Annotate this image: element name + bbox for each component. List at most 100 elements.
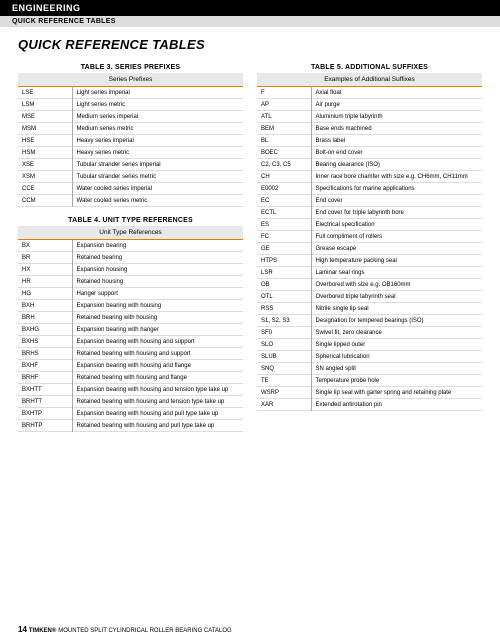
desc-cell: Air purge	[311, 99, 482, 111]
subsection-header: QUICK REFERENCE TABLES	[0, 16, 500, 27]
table-row: HRRetained housing	[18, 276, 243, 288]
footer-text: MOUNTED SPLIT CYLINDRICAL ROLLER BEARING…	[58, 628, 231, 634]
table-row: BLBrass label	[257, 135, 482, 147]
desc-cell: Single lipped outer	[311, 339, 482, 351]
table-row: LSRLaminar seal rings	[257, 267, 482, 279]
desc-cell: Tubular strander series imperial	[72, 159, 243, 171]
code-cell: XAR	[257, 399, 311, 411]
table3-title: TABLE 3. SERIES PREFIXES	[18, 64, 243, 71]
desc-cell: Axial float	[311, 87, 482, 99]
code-cell: RSS	[257, 303, 311, 315]
table-row: MSEMedium series imperial	[18, 111, 243, 123]
code-cell: HX	[18, 264, 72, 276]
code-cell: BXHTT	[18, 384, 72, 396]
code-cell: BXHG	[18, 324, 72, 336]
desc-cell: Retained bearing with housing and tensio…	[72, 396, 243, 408]
code-cell: BXHTP	[18, 408, 72, 420]
code-cell: E0002	[257, 183, 311, 195]
table-row: APAir purge	[257, 99, 482, 111]
table-row: MSMMedium series metric	[18, 123, 243, 135]
code-cell: BR	[18, 252, 72, 264]
code-cell: MSE	[18, 111, 72, 123]
code-cell: CCM	[18, 195, 72, 207]
code-cell: OB	[257, 279, 311, 291]
code-cell: ATL	[257, 111, 311, 123]
desc-cell: Retained bearing with housing	[72, 312, 243, 324]
code-cell: BOEC	[257, 147, 311, 159]
desc-cell: Retained bearing	[72, 252, 243, 264]
code-cell: LSE	[18, 87, 72, 99]
table-row: TETemperature probe hole	[257, 375, 482, 387]
table4-header: Unit Type References	[18, 226, 243, 240]
two-column-layout: TABLE 3. SERIES PREFIXES Series Prefixes…	[18, 60, 482, 432]
desc-cell: Water cooled series imperial	[72, 183, 243, 195]
left-column: TABLE 3. SERIES PREFIXES Series Prefixes…	[18, 60, 243, 432]
code-cell: SF0	[257, 327, 311, 339]
desc-cell: Expansion bearing with housing and flang…	[72, 360, 243, 372]
desc-cell: High temperature packing seal	[311, 255, 482, 267]
table-row: LSMLight series metric	[18, 99, 243, 111]
code-cell: LSM	[18, 99, 72, 111]
page-footer: 14 TIMKEN® MOUNTED SPLIT CYLINDRICAL ROL…	[18, 625, 232, 634]
right-column: TABLE 5. ADDITIONAL SUFFIXES Examples of…	[257, 60, 482, 432]
code-cell: BRH	[18, 312, 72, 324]
code-cell: BXHS	[18, 336, 72, 348]
table-row: C2, C3, C5Bearing clearance (ISO)	[257, 159, 482, 171]
code-cell: ES	[257, 219, 311, 231]
table-row: CCMWater cooled series metric	[18, 195, 243, 207]
content-area: QUICK REFERENCE TABLES TABLE 3. SERIES P…	[0, 27, 500, 432]
table-row: SNQSN angled split	[257, 363, 482, 375]
code-cell: GE	[257, 243, 311, 255]
code-cell: HSM	[18, 147, 72, 159]
code-cell: BXH	[18, 300, 72, 312]
table-row: BEMBase ends machined	[257, 123, 482, 135]
table5-title: TABLE 5. ADDITIONAL SUFFIXES	[257, 64, 482, 71]
code-cell: MSM	[18, 123, 72, 135]
code-cell: BEM	[257, 123, 311, 135]
table-row: CHInner race bore chamfer with size e.g.…	[257, 171, 482, 183]
table3: LSELight series imperialLSMLight series …	[18, 87, 243, 207]
code-cell: XSE	[18, 159, 72, 171]
table-row: ECEnd cover	[257, 195, 482, 207]
table-row: SF0Swivel fit, zero clearance	[257, 327, 482, 339]
table-row: SLUBSpherical lubrication	[257, 351, 482, 363]
desc-cell: Water cooled series metric	[72, 195, 243, 207]
table-row: HSEHeavy series imperial	[18, 135, 243, 147]
desc-cell: Laminar seal rings	[311, 267, 482, 279]
page-title: QUICK REFERENCE TABLES	[18, 37, 482, 52]
table-row: S1, S2, S3Designation for tempered beari…	[257, 315, 482, 327]
table-row: GEGrease escape	[257, 243, 482, 255]
code-cell: FC	[257, 231, 311, 243]
desc-cell: Light series imperial	[72, 87, 243, 99]
code-cell: SLO	[257, 339, 311, 351]
desc-cell: Expansion bearing with housing and tensi…	[72, 384, 243, 396]
desc-cell: Expansion bearing with housing and pull …	[72, 408, 243, 420]
table-row: HSMHeavy series metric	[18, 147, 243, 159]
desc-cell: Aluminium triple labyrinth	[311, 111, 482, 123]
desc-cell: Retained housing	[72, 276, 243, 288]
desc-cell: Bearing clearance (ISO)	[311, 159, 482, 171]
desc-cell: Bolt-on end cover	[311, 147, 482, 159]
table-row: ATLAluminium triple labyrinth	[257, 111, 482, 123]
table-row: HXExpansion housing	[18, 264, 243, 276]
table5: FAxial floatAPAir purgeATLAluminium trip…	[257, 87, 482, 411]
desc-cell: End cover for triple labyrinth bore	[311, 207, 482, 219]
table-row: ESElectrical specification	[257, 219, 482, 231]
desc-cell: Heavy series metric	[72, 147, 243, 159]
code-cell: ECTL	[257, 207, 311, 219]
desc-cell: Heavy series imperial	[72, 135, 243, 147]
code-cell: F	[257, 87, 311, 99]
desc-cell: Medium series imperial	[72, 111, 243, 123]
page-number: 14	[18, 625, 27, 634]
code-cell: HG	[18, 288, 72, 300]
code-cell: AP	[257, 99, 311, 111]
section-header: ENGINEERING	[0, 0, 500, 16]
table4-title: TABLE 4. UNIT TYPE REFERENCES	[18, 217, 243, 224]
desc-cell: Full compliment of rollers	[311, 231, 482, 243]
desc-cell: Expansion bearing	[72, 240, 243, 252]
table-row: RSSNitrile single lip seal	[257, 303, 482, 315]
code-cell: BXHF	[18, 360, 72, 372]
footer-brand: TIMKEN®	[29, 628, 56, 634]
code-cell: TE	[257, 375, 311, 387]
code-cell: C2, C3, C5	[257, 159, 311, 171]
